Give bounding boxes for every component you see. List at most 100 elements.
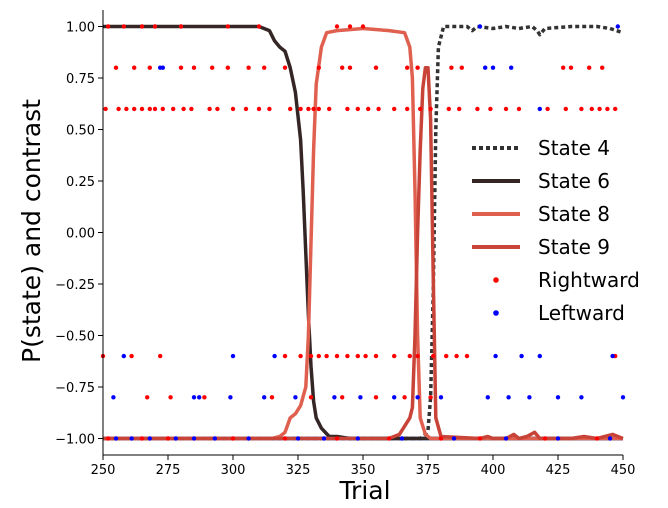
data-point-4-107	[139, 436, 145, 441]
data-point-4-83	[464, 353, 470, 359]
data-point-4-56	[475, 106, 480, 112]
data-point-5-32	[113, 436, 119, 441]
data-point-4-74	[347, 24, 353, 29]
data-point-5-14	[191, 395, 197, 400]
data-point-5-44	[503, 436, 509, 441]
data-point-4-22	[600, 65, 605, 70]
data-point-4-69	[152, 24, 158, 29]
legend: State 4 State 6 State 8 State 9 Rightward Lef…	[472, 136, 640, 325]
data-point-4-7	[225, 65, 230, 70]
data-point-4-21	[587, 65, 592, 70]
data-point-4-63	[589, 106, 594, 112]
data-point-4-44	[316, 106, 321, 112]
data-point-5-18	[293, 395, 298, 400]
data-point-5-36	[191, 436, 197, 441]
data-point-4-108	[165, 436, 171, 441]
data-point-4-19	[561, 65, 566, 70]
y-tick-label-8: 1.00	[66, 20, 95, 35]
data-point-4-114	[477, 436, 483, 441]
y-axis-title: P(state) and contrast	[17, 99, 46, 363]
legend-label-3: State 9	[538, 235, 610, 259]
data-point-4-45	[327, 106, 332, 112]
data-point-5-3	[490, 65, 496, 70]
data-point-4-2	[132, 65, 137, 70]
data-point-4-102	[340, 395, 345, 400]
data-point-4-42	[306, 106, 311, 112]
series-line-1	[103, 24, 623, 441]
data-point-4-18	[459, 65, 464, 70]
y-tick-label-4: 0.00	[66, 227, 95, 242]
data-point-4-80	[415, 353, 420, 359]
y-tick-label-1: −0.75	[55, 381, 95, 396]
data-point-4-57	[488, 106, 493, 112]
x-tick-label-5: 375	[416, 463, 441, 478]
y-tick-label-6: 0.50	[66, 123, 95, 138]
data-point-5-17	[262, 395, 267, 400]
data-point-5-4	[509, 65, 514, 70]
data-point-4-37	[243, 106, 249, 112]
data-point-5-22	[415, 395, 420, 400]
x-tick-label-2: 300	[221, 463, 246, 478]
data-point-5-42	[399, 436, 405, 441]
data-point-4-91	[324, 353, 329, 359]
data-point-4-17	[449, 65, 454, 70]
data-point-4-68	[139, 24, 145, 29]
data-point-5-10	[519, 353, 524, 359]
data-point-4-28	[147, 106, 152, 112]
data-point-5-30	[477, 24, 483, 29]
data-point-4-40	[288, 106, 293, 112]
data-point-4-88	[298, 353, 303, 359]
data-point-5-34	[147, 436, 152, 441]
data-point-5-31	[615, 24, 620, 29]
data-point-4-86	[158, 353, 163, 359]
data-point-4-109	[230, 436, 236, 441]
data-point-4-95	[431, 353, 436, 359]
data-point-4-60	[545, 106, 550, 112]
data-point-4-93	[345, 353, 350, 359]
data-point-5-27	[555, 395, 561, 400]
data-point-4-99	[202, 395, 207, 400]
data-point-4-62	[579, 106, 584, 112]
x-tick-label-0: 250	[91, 463, 116, 478]
data-point-4-76	[363, 353, 368, 359]
legend-label-1: State 6	[538, 169, 610, 193]
data-point-5-40	[321, 436, 327, 441]
data-point-4-6	[210, 65, 215, 70]
y-tick-label-3: −0.25	[55, 278, 95, 293]
series-line-2	[103, 26, 623, 441]
data-point-5-2	[483, 65, 488, 70]
x-tick-label-3: 325	[286, 463, 311, 478]
data-point-4-51	[405, 106, 410, 112]
data-point-5-24	[485, 395, 490, 400]
data-point-4-64	[597, 106, 602, 112]
data-point-4-9	[262, 65, 267, 70]
data-point-5-41	[355, 436, 360, 441]
data-point-4-98	[168, 395, 173, 400]
data-point-5-5	[537, 106, 542, 112]
data-point-5-7	[230, 353, 236, 359]
y-tick-label-2: −0.50	[55, 330, 95, 345]
x-tick-label-4: 350	[351, 463, 376, 478]
x-tick-label-8: 450	[611, 463, 636, 478]
data-point-5-19	[332, 395, 337, 400]
data-point-4-30	[160, 106, 165, 112]
data-point-4-47	[355, 106, 360, 112]
data-point-4-105	[428, 395, 433, 400]
data-point-4-26	[132, 106, 137, 112]
data-point-4-11	[316, 65, 321, 70]
data-point-4-14	[373, 65, 379, 70]
data-point-4-3	[147, 65, 152, 70]
data-point-5-43	[451, 436, 457, 441]
x-tick-label-7: 425	[546, 463, 571, 478]
data-point-4-53	[428, 106, 433, 112]
data-point-4-100	[269, 395, 275, 400]
data-point-5-25	[506, 395, 511, 400]
legend-label-0: State 4	[538, 136, 610, 160]
data-point-4-5	[191, 65, 197, 70]
data-point-4-67	[121, 24, 127, 29]
data-point-4-58	[503, 106, 509, 112]
data-point-4-61	[563, 106, 568, 112]
plot-area	[100, 24, 626, 441]
legend-label-2: State 8	[538, 202, 610, 226]
